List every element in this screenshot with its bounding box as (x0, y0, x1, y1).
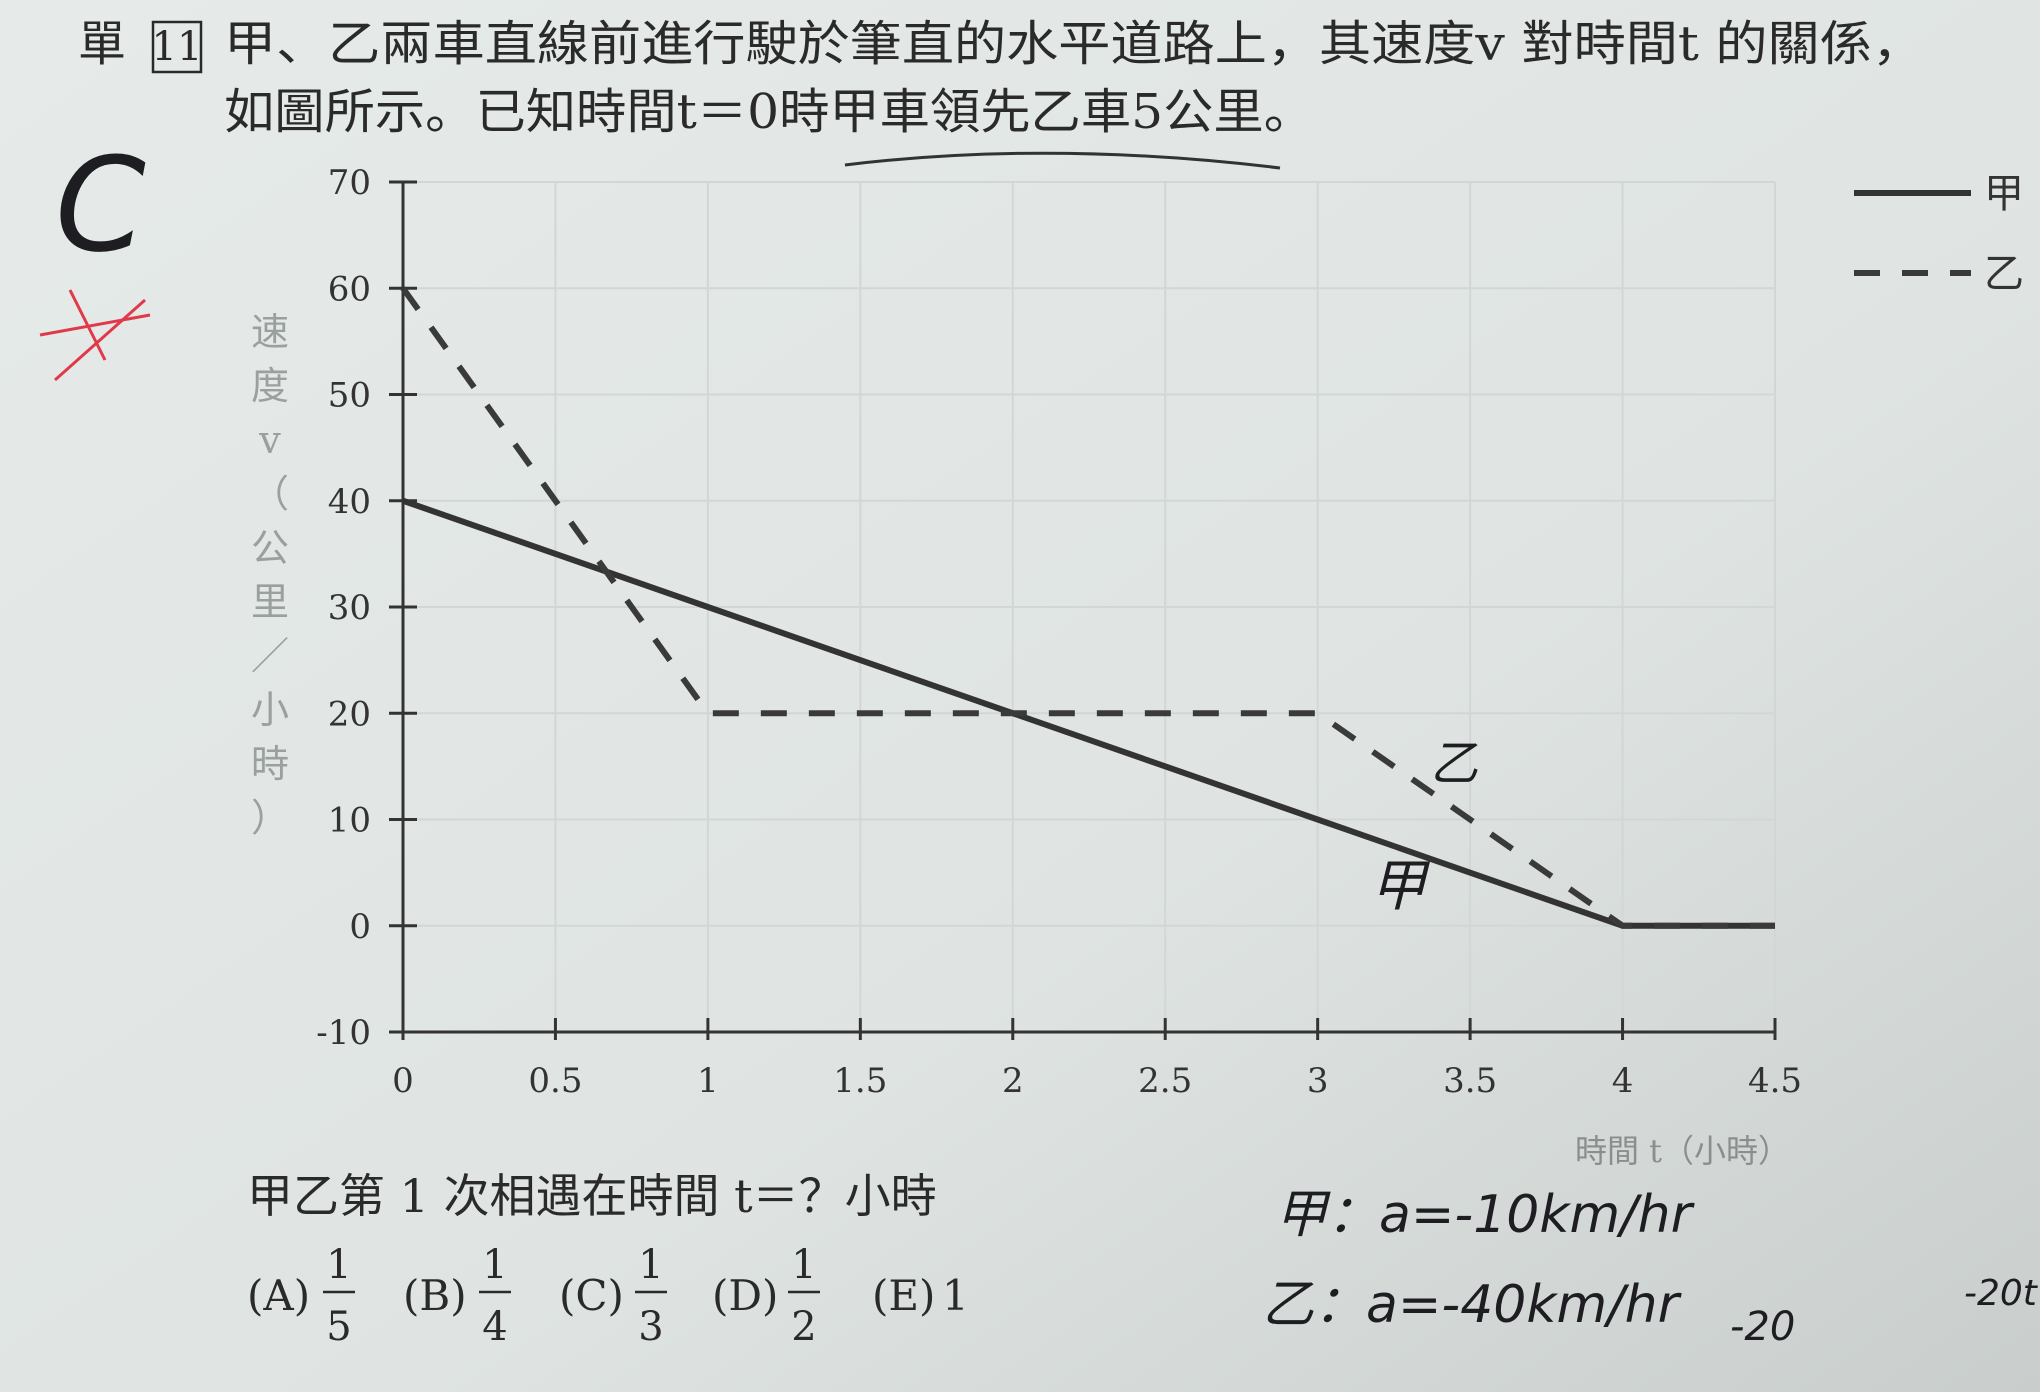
legend-label: 甲 (1984, 171, 2024, 217)
option-label: (B) (403, 1271, 467, 1320)
x-tick-label: 3 (1307, 1061, 1329, 1101)
y-axis-label: 小 (251, 688, 289, 732)
header-line: 如圖所示。已知時間t＝0時甲車領先乙車5公里。 (224, 84, 1314, 140)
y-axis-label: ） (251, 796, 289, 840)
underline-mark (844, 151, 1281, 170)
option-numerator: 1 (326, 1242, 351, 1288)
x-tick-label: 4.5 (1748, 1061, 1802, 1101)
series-line (400, 286, 1775, 929)
x-tick-label: 2.5 (1138, 1061, 1192, 1101)
x-tick-label: 4 (1612, 1061, 1634, 1101)
question-text: 甲乙第 1 次相遇在時間 t＝？小時 (247, 1169, 937, 1223)
handwriting: 乙：a=-40km/hr (1262, 1275, 1683, 1335)
y-tick-label: 20 (328, 694, 371, 734)
annotation: 甲 (1370, 854, 1430, 919)
x-tick-label: 3.5 (1443, 1061, 1497, 1101)
option-text: 1 (942, 1271, 969, 1320)
annotation: 乙 (1430, 736, 1478, 792)
x-tick-label: 1.5 (833, 1061, 887, 1101)
y-axis-label: ／ (251, 634, 289, 678)
handwriting: C (55, 129, 146, 281)
x-tick-label: 1 (697, 1061, 719, 1101)
option-numerator: 1 (791, 1242, 816, 1288)
y-tick-label: 0 (349, 907, 371, 947)
option-denominator: 3 (638, 1304, 663, 1350)
handwriting: 甲：a=-10km/hr (1275, 1185, 1696, 1245)
red-mark (39, 289, 151, 382)
option-numerator: 1 (638, 1242, 663, 1288)
handwriting: -20 (1730, 1304, 1795, 1350)
y-axis-label: 公 (251, 526, 289, 570)
x-tick-label: 2 (1002, 1061, 1024, 1101)
option-denominator: 5 (326, 1304, 351, 1350)
y-tick-label: 60 (328, 269, 371, 309)
handwriting: -20t (1964, 1273, 2039, 1314)
y-axis-label: 里 (251, 580, 289, 624)
option-label: (D) (712, 1271, 778, 1320)
x-tick-label: 0.5 (528, 1061, 582, 1101)
x-axis-label: 時間 t（小時） (1575, 1132, 1790, 1170)
option-denominator: 4 (482, 1304, 507, 1350)
y-tick-label: 40 (328, 482, 371, 522)
legend-label: 乙 (1984, 251, 2024, 297)
header-number: 11 (152, 24, 203, 70)
number-box (151, 20, 203, 74)
series-line (402, 497, 1775, 929)
y-axis-label: （ (251, 472, 289, 516)
y-axis-label: 度 (251, 364, 289, 408)
y-axis-label: v (258, 418, 281, 462)
y-axis-label: 時 (251, 742, 289, 786)
y-axis-label: 速 (251, 310, 289, 354)
header-tag: 單 (78, 16, 126, 72)
y-tick-label: 30 (328, 588, 371, 628)
option-label: (C) (559, 1271, 624, 1320)
y-tick-label: 10 (328, 801, 371, 841)
x-tick-label: 0 (392, 1061, 414, 1101)
y-tick-label: 50 (328, 376, 371, 416)
header-line: 甲、乙兩車直線前進行駛於筆直的水平道路上，其速度v 對時間t 的關係， (224, 16, 1924, 72)
option-label: (A) (247, 1271, 310, 1320)
y-tick-label: 70 (328, 163, 371, 203)
option-denominator: 2 (791, 1304, 816, 1350)
option-label: (E) (872, 1271, 935, 1320)
y-tick-label: -10 (316, 1013, 371, 1053)
option-numerator: 1 (482, 1242, 507, 1288)
